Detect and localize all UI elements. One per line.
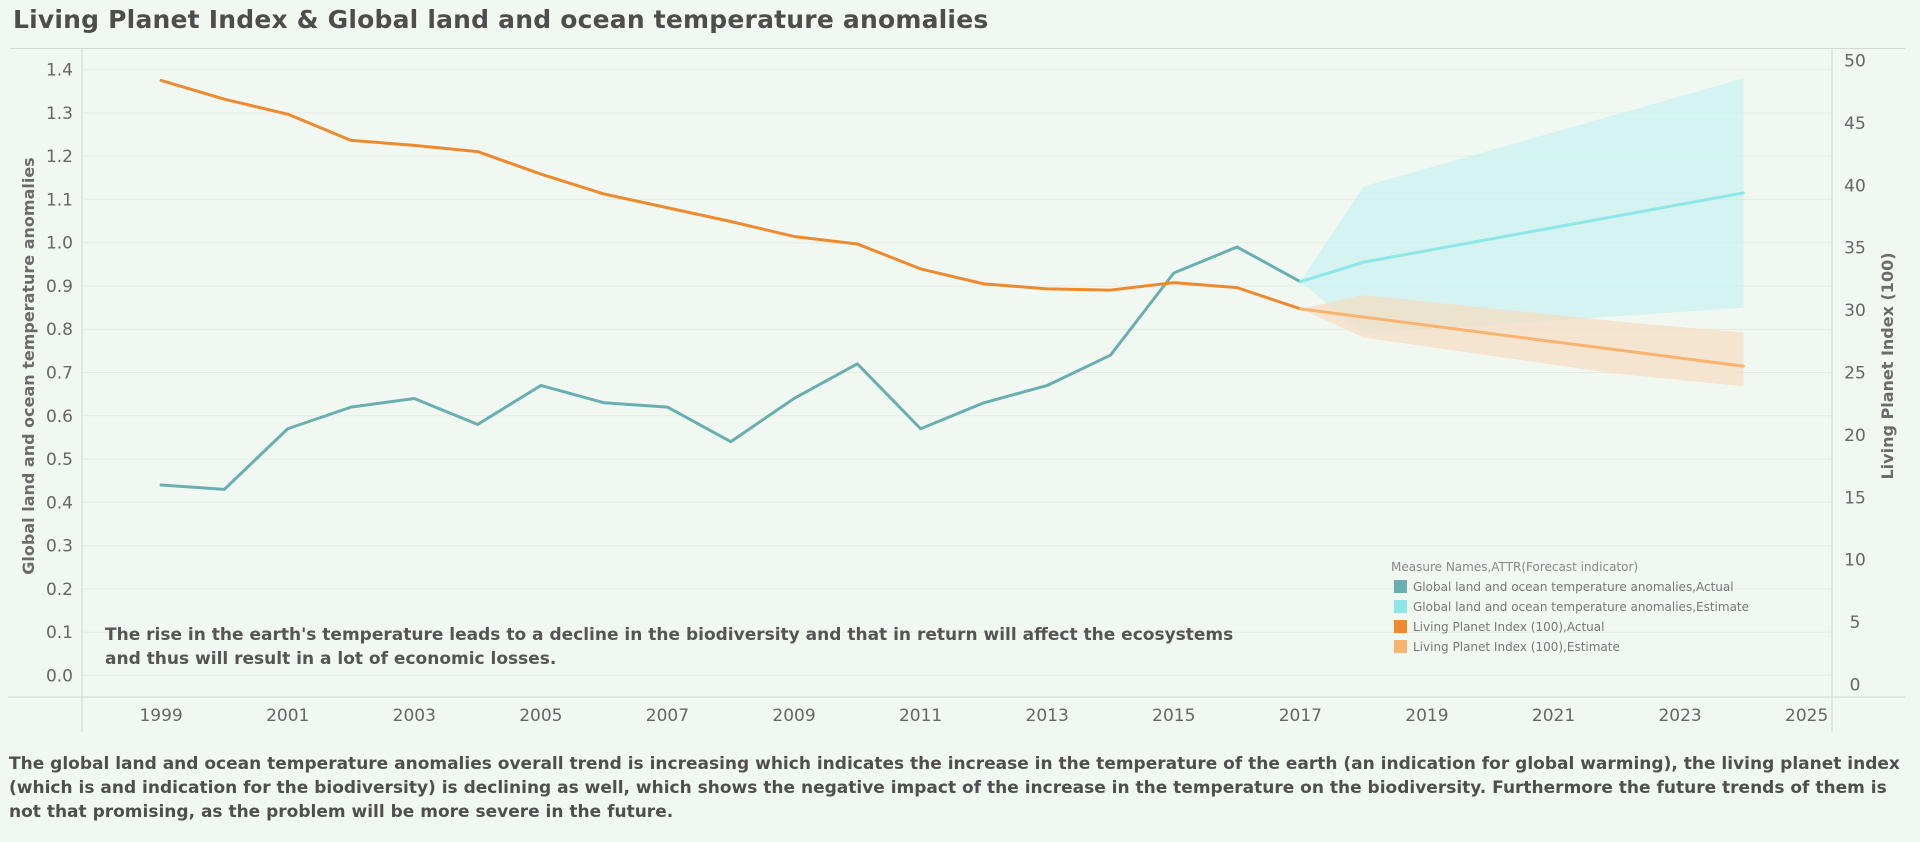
legend-swatch <box>1394 580 1407 593</box>
x-tick-label: 2025 <box>1785 706 1828 726</box>
chart-annotation: The rise in the earth's temperature lead… <box>105 625 1234 669</box>
x-tick-label: 2009 <box>772 706 815 726</box>
y-tick-label-left: 0.9 <box>46 277 73 297</box>
legend-swatch <box>1394 620 1407 633</box>
x-tick-label: 2005 <box>519 706 562 726</box>
y-tick-label-left: 1.1 <box>46 190 73 210</box>
legend-title: Measure Names,ATTR(Forecast indicator) <box>1391 560 1638 574</box>
y-tick-label-right: 10 <box>1844 551 1866 571</box>
y-tick-label-left: 0.1 <box>46 623 73 643</box>
legend-swatch <box>1394 600 1407 613</box>
legend-entry: Global land and ocean temperature anomal… <box>1413 600 1749 614</box>
x-tick-label: 2023 <box>1658 706 1701 726</box>
y-tick-label-left: 0.4 <box>46 493 73 513</box>
x-tick-label: 2019 <box>1405 706 1448 726</box>
tick-labels: 0.0 0.1 0.2 0.3 0.4 0.5 0.6 0.7 0.8 0.9 1.0 1.1 1.2 1… <box>46 51 1866 726</box>
series-line-1 <box>1298 191 1745 284</box>
y-tick-label-left: 0.0 <box>46 666 73 686</box>
legend-entry: Global land and ocean temperature anomal… <box>1413 580 1734 594</box>
forecast-band-1 <box>1300 78 1744 334</box>
series-line-3 <box>1298 307 1745 368</box>
x-tick-label: 2007 <box>646 706 689 726</box>
x-tick-label: 2011 <box>899 706 942 726</box>
x-tick-label: 1999 <box>139 706 182 726</box>
y-tick-label-left: 1.2 <box>46 147 73 167</box>
y-tick-label-right: 25 <box>1844 364 1866 384</box>
legend-swatch <box>1394 640 1407 653</box>
y-tick-label-left: 0.6 <box>46 407 73 427</box>
y-axis-title-left: Global land and ocean temperature anomal… <box>19 157 38 574</box>
y-tick-label-left: 0.7 <box>46 364 73 384</box>
chart-caption: The global land and ocean temperature an… <box>9 754 1900 822</box>
forecast-band-3 <box>1300 295 1744 387</box>
y-tick-label-left: 0.3 <box>46 537 73 557</box>
title-divider <box>10 48 1905 49</box>
chart-title: Living Planet Index & Global land and oc… <box>13 5 989 34</box>
axes <box>8 48 1905 732</box>
y-tick-label-right: 15 <box>1844 488 1866 508</box>
y-tick-label-right: 0 <box>1850 676 1861 696</box>
y-tick-label-right: 35 <box>1844 239 1866 259</box>
legend-entry: Living Planet Index (100),Estimate <box>1413 640 1620 654</box>
legend-entry: Living Planet Index (100),Actual <box>1413 620 1604 634</box>
x-tick-label: 2021 <box>1532 706 1575 726</box>
series-line-0 <box>159 245 1302 491</box>
x-tick-label: 2015 <box>1152 706 1195 726</box>
y-tick-label-left: 1.3 <box>46 104 73 124</box>
y-tick-label-left: 0.8 <box>46 320 73 340</box>
y-tick-label-right: 20 <box>1844 426 1866 446</box>
y-tick-label-left: 0.5 <box>46 450 73 470</box>
series-lines <box>159 78 1745 491</box>
y-tick-label-right: 40 <box>1844 176 1866 196</box>
y-tick-label-right: 45 <box>1844 114 1866 134</box>
forecast-bands <box>1300 78 1744 387</box>
x-tick-label: 2017 <box>1279 706 1322 726</box>
x-tick-label: 2001 <box>266 706 309 726</box>
y-tick-label-left: 1.0 <box>46 234 73 254</box>
y-tick-label-right: 50 <box>1844 51 1866 71</box>
y-tick-label-left: 1.4 <box>46 61 73 81</box>
legend: Measure Names,ATTR(Forecast indicator) G… <box>1391 560 1749 654</box>
series-line-2 <box>159 78 1302 311</box>
y-tick-label-right: 30 <box>1844 301 1866 321</box>
y-axis-title-right: Living Planet Index (100) <box>1878 252 1897 479</box>
dual-axis-line-chart: 0.0 0.1 0.2 0.3 0.4 0.5 0.6 0.7 0.8 0.9 1.0 1.1 1.2 1… <box>8 48 1905 732</box>
x-tick-label: 2013 <box>1026 706 1069 726</box>
y-tick-label-right: 5 <box>1850 613 1861 633</box>
x-tick-label: 2003 <box>393 706 436 726</box>
y-tick-label-left: 0.2 <box>46 580 73 600</box>
